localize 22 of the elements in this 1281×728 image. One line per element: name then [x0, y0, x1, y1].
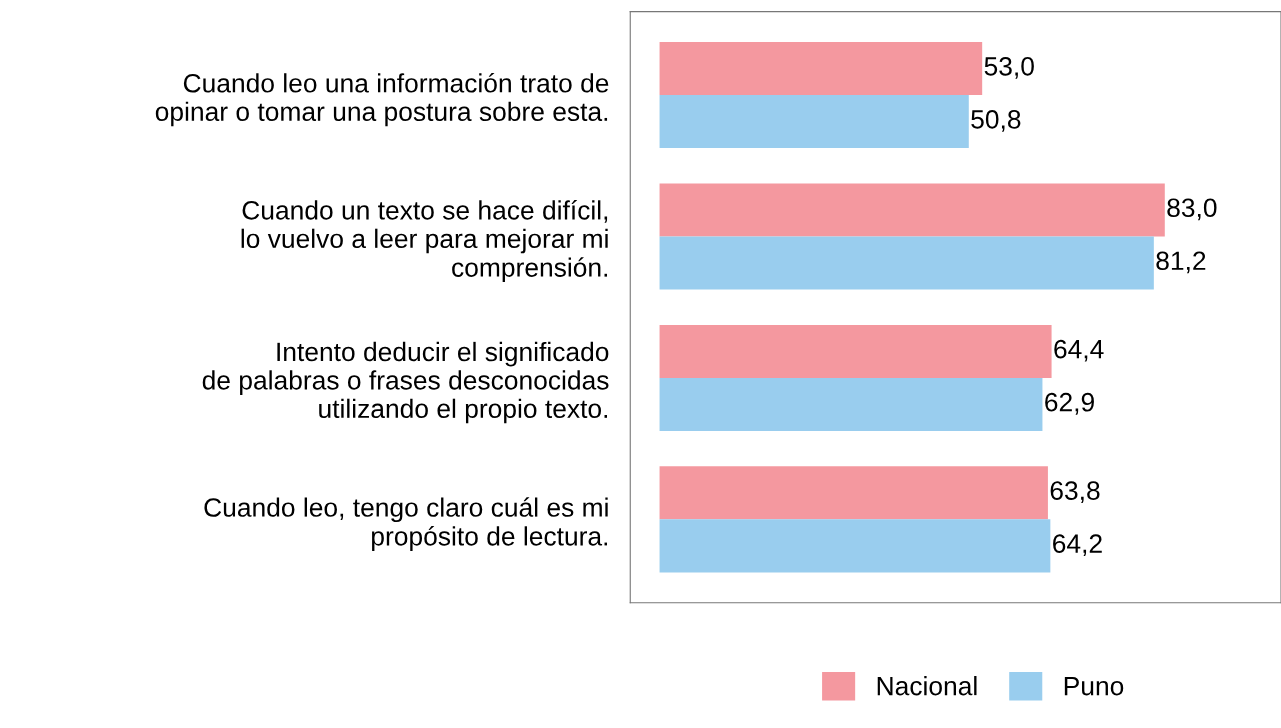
bar: [659, 183, 1165, 237]
bar: [659, 466, 1048, 520]
data-label: 53,0: [984, 56, 1034, 79]
y-tick-label: Intento deducir el significado de palabras o frases desconocidas utilizando el propio texto.: [202, 341, 609, 424]
data-label: 64,2: [1053, 534, 1102, 557]
bar: [659, 324, 1052, 378]
bar: [659, 519, 1051, 573]
data-label: 50,8: [971, 110, 1021, 132]
legend-label: Nacional: [877, 676, 977, 696]
data-label: 64,4: [1054, 339, 1104, 362]
y-tick-label: Cuando leo, tengo claro cuál es mi propósito de lectura.: [204, 497, 608, 551]
y-tick-label: Cuando un texto se hace difícil, lo vuelvo a leer para mejorar mi comprensión.: [241, 199, 608, 283]
data-label: 62,9: [1045, 392, 1094, 415]
data-label: 63,8: [1050, 481, 1100, 504]
bar: [659, 95, 969, 149]
bar: [659, 42, 983, 96]
data-label: 83,0: [1167, 198, 1217, 221]
bar: [659, 236, 1154, 290]
y-tick-label: Cuando leo una información trato de opinar o tomar una postura sobre esta.: [155, 72, 609, 127]
bar: [659, 377, 1043, 431]
legend-label: Puno: [1064, 676, 1124, 696]
data-label: 81,2: [1156, 251, 1206, 274]
